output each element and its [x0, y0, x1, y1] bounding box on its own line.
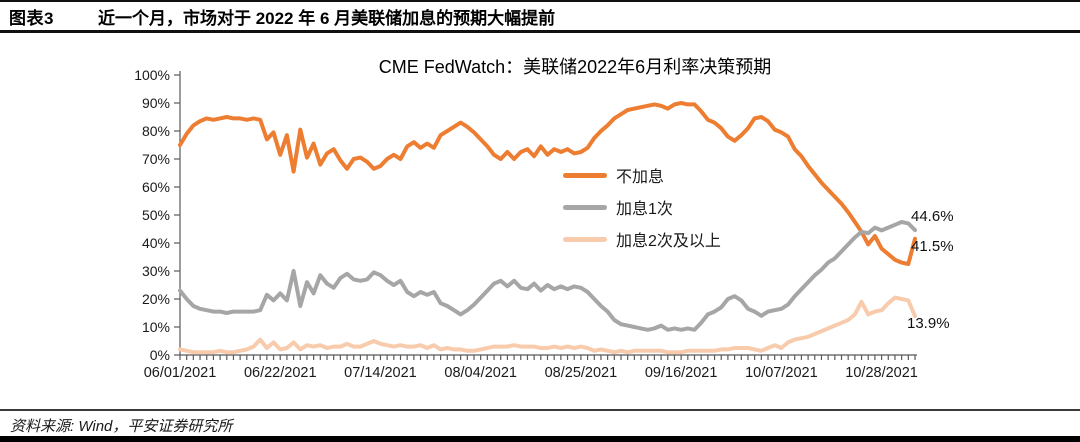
y-tick-label: 50%: [142, 207, 170, 223]
end-value-one-hike: 44.6%: [911, 208, 954, 225]
series-line-1: [178, 220, 917, 332]
end-value-no-hike: 41.5%: [911, 238, 954, 255]
x-tick-label: 09/16/2021: [645, 365, 718, 381]
y-tick-label: 20%: [142, 291, 170, 307]
bottom-rule: [0, 436, 1080, 442]
series-line-2: [178, 295, 917, 355]
no-hike-line-swatch-icon: [563, 172, 607, 178]
x-tick-label: 07/14/2021: [344, 365, 417, 381]
x-tick-label: 10/28/2021: [845, 365, 918, 381]
y-tick-label: 100%: [134, 67, 170, 83]
chart-canvas: 0% 10% 20% 30% 40% 50% 60% 70% 80% 90% 100% 06/01/2…: [134, 67, 918, 381]
y-tick-label: 30%: [142, 263, 170, 279]
legend-item-no-hike: 不加息: [563, 164, 721, 186]
x-tick-label: 10/07/2021: [745, 365, 818, 381]
legend-label: 加息1次: [616, 201, 673, 218]
y-tick-label: 0%: [150, 347, 170, 363]
chart-legend: 不加息 加息1次 加息2次及以上: [563, 164, 721, 260]
y-tick-label: 60%: [142, 179, 170, 195]
end-value-two-plus-hikes: 13.9%: [907, 315, 950, 332]
figure-title: 近一个月，市场对于 2022 年 6 月美联储加息的预期大幅提前: [97, 8, 556, 28]
y-tick-label: 90%: [142, 95, 170, 111]
footer-divider: [0, 409, 1080, 411]
legend-item-two-plus-hikes: 加息2次及以上: [563, 228, 721, 250]
x-tick-label: 06/01/2021: [144, 365, 217, 381]
chart-title: CME FedWatch：美联储2022年6月利率决策预期: [378, 57, 772, 77]
legend-label: 加息2次及以上: [616, 233, 721, 250]
one-hike-line-swatch-icon: [563, 204, 607, 210]
figure-number: 图表3: [9, 8, 54, 28]
source-note: 资料来源: Wind，平安证券研究所: [10, 418, 233, 435]
x-tick-label: 08/04/2021: [444, 365, 517, 381]
x-tick-label: 06/22/2021: [244, 365, 317, 381]
y-tick-label: 80%: [142, 123, 170, 139]
y-tick-label: 70%: [142, 151, 170, 167]
figure-header: 图表3 近一个月，市场对于 2022 年 6 月美联储加息的预期大幅提前: [0, 0, 1080, 33]
legend-label: 不加息: [616, 169, 665, 186]
x-tick-label: 08/25/2021: [545, 365, 618, 381]
series-line-0: [178, 101, 917, 266]
y-tick-label: 10%: [142, 319, 170, 335]
legend-item-one-hike: 加息1次: [563, 196, 721, 218]
two-plus-hikes-line-swatch-icon: [563, 236, 607, 242]
y-tick-label: 40%: [142, 235, 170, 251]
